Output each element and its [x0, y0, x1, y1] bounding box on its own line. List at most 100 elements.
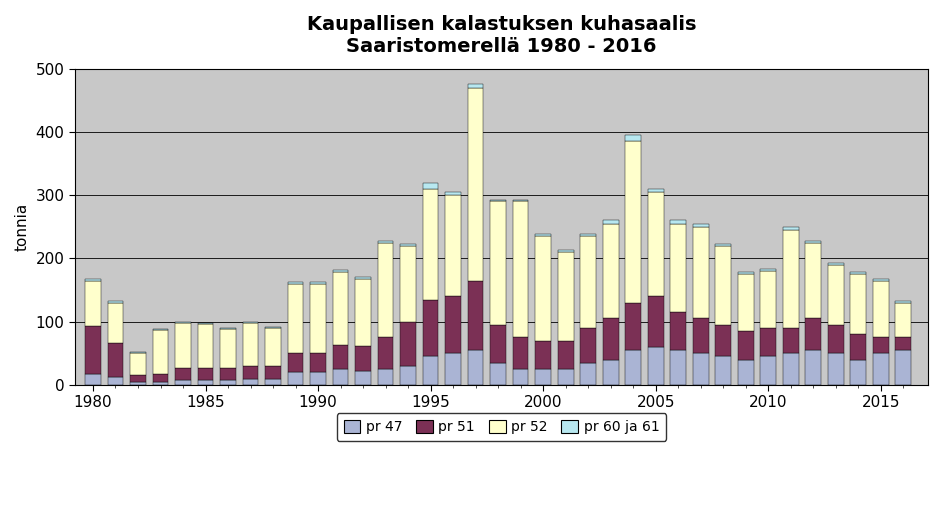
Bar [153, 329, 169, 330]
Bar [422, 300, 438, 357]
Bar [805, 243, 821, 319]
Bar [580, 236, 596, 328]
Bar [580, 328, 596, 363]
Bar [670, 221, 687, 224]
Bar [490, 202, 506, 325]
Bar [603, 319, 619, 360]
Bar [85, 373, 101, 385]
Bar [805, 241, 821, 243]
Bar [445, 195, 461, 297]
Legend: pr 47, pr 51, pr 52, pr 60 ja 61: pr 47, pr 51, pr 52, pr 60 ja 61 [337, 413, 667, 441]
Bar [580, 363, 596, 385]
Bar [220, 368, 236, 380]
Bar [85, 279, 101, 281]
Bar [805, 319, 821, 350]
Bar [333, 270, 348, 272]
Bar [895, 350, 911, 385]
Bar [603, 221, 619, 224]
Bar [828, 325, 844, 353]
Bar [356, 279, 371, 346]
Bar [490, 200, 506, 202]
Bar [288, 282, 304, 284]
Bar [400, 244, 416, 246]
Bar [378, 241, 393, 243]
Bar [422, 183, 438, 189]
Bar [378, 338, 393, 369]
Bar [851, 274, 866, 334]
Bar [400, 246, 416, 322]
Bar [400, 322, 416, 366]
Bar [130, 352, 146, 353]
Bar [895, 338, 911, 350]
Bar [737, 331, 753, 360]
Bar [513, 338, 528, 369]
Bar [85, 326, 101, 373]
Bar [737, 360, 753, 385]
Bar [378, 243, 393, 338]
Bar [288, 353, 304, 372]
Bar [693, 353, 708, 385]
Bar [265, 327, 281, 328]
Bar [310, 372, 326, 385]
Bar [310, 284, 326, 353]
Bar [760, 269, 776, 271]
Bar [895, 301, 911, 303]
Bar [737, 274, 753, 331]
Bar [175, 368, 190, 380]
Bar [175, 380, 190, 385]
Title: Kaupallisen kalastuksen kuhasaalis
Saaristomerellä 1980 - 2016: Kaupallisen kalastuksen kuhasaalis Saari… [306, 15, 696, 56]
Bar [400, 366, 416, 385]
Bar [895, 303, 911, 338]
Bar [490, 363, 506, 385]
Bar [557, 341, 573, 369]
Bar [288, 372, 304, 385]
Bar [603, 360, 619, 385]
Bar [422, 189, 438, 300]
Bar [536, 369, 551, 385]
Bar [648, 297, 664, 347]
Bar [873, 353, 888, 385]
Bar [670, 312, 687, 350]
Bar [851, 360, 866, 385]
Bar [242, 322, 258, 323]
Bar [265, 328, 281, 366]
Bar [378, 369, 393, 385]
Bar [220, 329, 236, 368]
Bar [198, 324, 213, 368]
Bar [783, 353, 799, 385]
Bar [108, 378, 124, 385]
Bar [310, 353, 326, 372]
Bar [175, 323, 190, 368]
Bar [356, 371, 371, 385]
Bar [603, 224, 619, 319]
Bar [220, 380, 236, 385]
Bar [716, 357, 731, 385]
Bar [670, 350, 687, 385]
Bar [108, 303, 124, 343]
Bar [873, 338, 888, 353]
Bar [873, 279, 888, 281]
Bar [310, 282, 326, 284]
Bar [513, 369, 528, 385]
Bar [783, 227, 799, 230]
Bar [625, 303, 641, 350]
Bar [422, 357, 438, 385]
Bar [468, 88, 484, 281]
Bar [108, 302, 124, 303]
Bar [242, 323, 258, 366]
Bar [242, 366, 258, 379]
Bar [670, 224, 687, 312]
Bar [828, 263, 844, 265]
Bar [468, 350, 484, 385]
Y-axis label: tonnia: tonnia [15, 203, 30, 251]
Bar [737, 272, 753, 274]
Bar [783, 328, 799, 353]
Bar [198, 380, 213, 385]
Bar [536, 236, 551, 341]
Bar [693, 227, 708, 319]
Bar [175, 322, 190, 323]
Bar [356, 278, 371, 279]
Bar [445, 192, 461, 195]
Bar [851, 334, 866, 360]
Bar [557, 252, 573, 341]
